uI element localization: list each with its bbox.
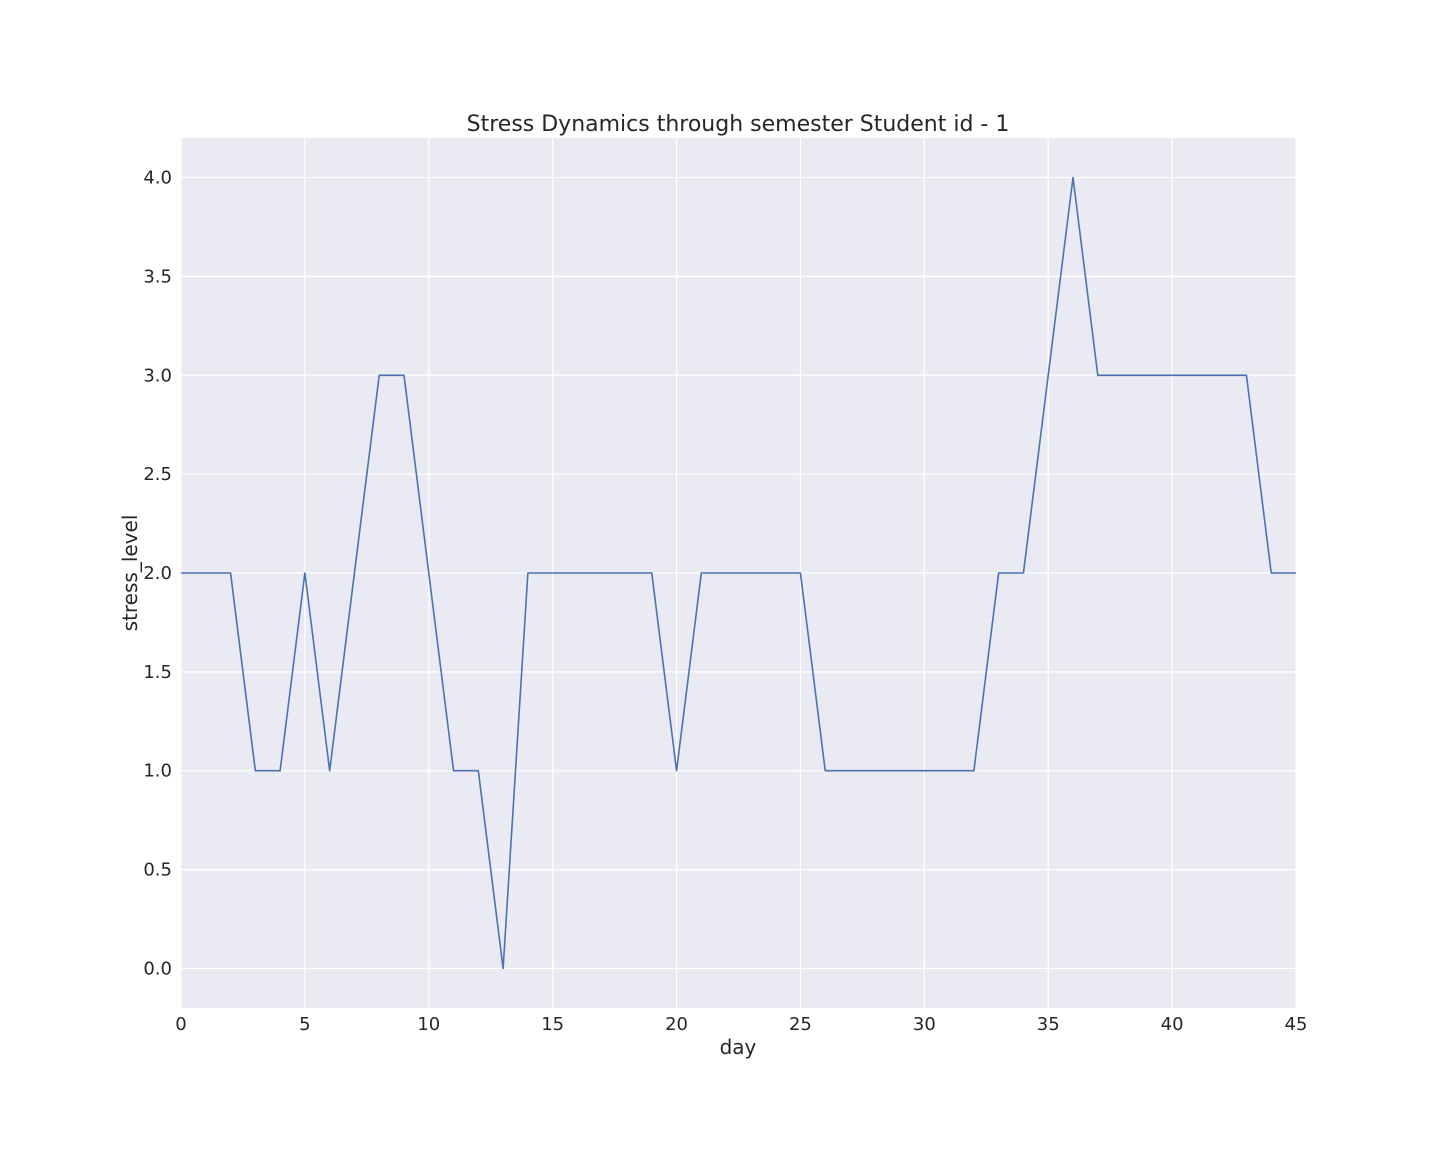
y-tick-label: 1.0 xyxy=(143,761,172,782)
y-axis-label: stress_level xyxy=(118,515,142,632)
x-tick-label: 25 xyxy=(789,1014,812,1035)
x-tick-label: 35 xyxy=(1037,1014,1060,1035)
x-tick-label: 30 xyxy=(913,1014,936,1035)
y-tick-label: 3.5 xyxy=(143,266,172,287)
x-tick-labels: 0 5 10 15 20 25 30 35 40 45 xyxy=(175,1014,1307,1035)
y-tick-label: 2.5 xyxy=(143,464,172,485)
y-tick-label: 1.5 xyxy=(143,662,172,683)
x-tick-label: 10 xyxy=(417,1014,440,1035)
y-tick-label: 4.0 xyxy=(143,168,172,189)
y-tick-label: 0.5 xyxy=(143,860,172,881)
y-tick-label: 2.0 xyxy=(143,563,172,584)
series-line xyxy=(181,176,1296,970)
y-tick-label: 0.0 xyxy=(143,958,172,979)
series-group xyxy=(181,176,1296,970)
x-tick-label: 5 xyxy=(299,1014,310,1035)
x-tick-label: 20 xyxy=(665,1014,688,1035)
x-tick-label: 0 xyxy=(175,1014,186,1035)
chart-title: Stress Dynamics through semester Student… xyxy=(467,112,1010,137)
y-tick-labels: 0.0 0.5 1.0 1.5 2.0 2.5 3.0 3.5 4.0 xyxy=(143,168,172,980)
x-tick-label: 45 xyxy=(1285,1014,1308,1035)
x-tick-label: 40 xyxy=(1161,1014,1184,1035)
x-axis-label: day xyxy=(720,1035,757,1059)
x-tick-label: 15 xyxy=(541,1014,564,1035)
y-tick-label: 3.0 xyxy=(143,365,172,386)
